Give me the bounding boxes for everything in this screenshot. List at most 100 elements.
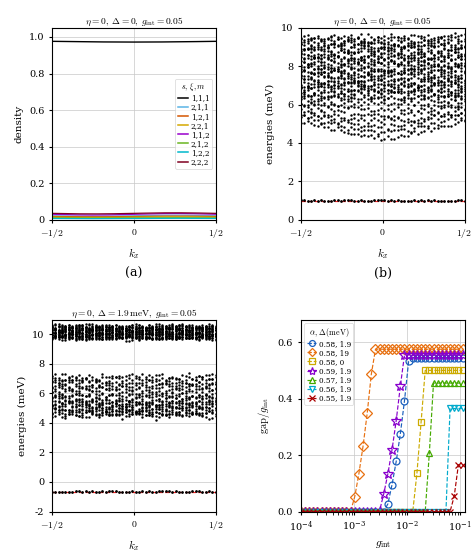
0.59, 1.9	[319, 508, 324, 515]
0.57, 1.9	[315, 508, 320, 515]
0.56, 1.9	[460, 405, 465, 412]
0.58, 0	[410, 508, 416, 515]
0.55, 1.9	[451, 493, 457, 499]
0.59, 1.9	[331, 508, 337, 515]
0.58, 0	[335, 508, 341, 515]
0.58, 1.9	[319, 508, 324, 515]
0.58, 1.9	[327, 508, 333, 515]
X-axis label: $k_x$: $k_x$	[128, 538, 140, 553]
0.59, 1.9	[393, 418, 399, 424]
0.56, 1.9	[368, 508, 374, 515]
X-axis label: $k_x$: $k_x$	[377, 246, 389, 261]
X-axis label: $k_x$: $k_x$	[128, 246, 140, 261]
0.55, 1.9	[418, 508, 424, 515]
0.59, 1.9	[306, 508, 312, 515]
0.55, 1.9	[414, 508, 420, 515]
0.55, 1.9	[422, 508, 428, 515]
0.57, 1.9	[306, 508, 312, 515]
0.57, 1.9	[456, 380, 461, 386]
0.58, 1.9	[414, 354, 420, 361]
Line: 0.59, 1.9: 0.59, 1.9	[296, 350, 467, 517]
0.58, 1.9	[443, 354, 449, 361]
0.58, 19	[435, 346, 440, 353]
0.57, 1.9	[393, 508, 399, 515]
0.58, 19	[418, 346, 424, 353]
0.58, 19	[344, 508, 349, 515]
0.56, 1.9	[298, 508, 304, 515]
0.55, 1.9	[427, 508, 432, 515]
0.59, 1.9	[315, 508, 320, 515]
Line: 0.58, 0: 0.58, 0	[297, 367, 466, 515]
0.56, 1.9	[439, 508, 445, 515]
0.58, 1.9	[339, 508, 345, 515]
0.56, 1.9	[389, 508, 395, 515]
0.58, 1.9	[381, 508, 387, 515]
0.58, 0	[356, 508, 362, 515]
Title: $\eta=0,\;\Delta=0,\;g_{\mathrm{int}}=0.05$: $\eta=0,\;\Delta=0,\;g_{\mathrm{int}}=0.…	[85, 16, 183, 28]
0.57, 1.9	[427, 450, 432, 456]
0.58, 1.9	[377, 508, 383, 515]
0.59, 1.9	[327, 508, 333, 515]
0.58, 0	[306, 508, 312, 515]
0.57, 1.9	[401, 508, 407, 515]
0.58, 19	[460, 346, 465, 353]
0.55, 1.9	[385, 508, 391, 515]
0.58, 0	[393, 508, 399, 515]
0.55, 1.9	[352, 508, 357, 515]
0.58, 0	[331, 508, 337, 515]
0.58, 19	[422, 346, 428, 353]
0.58, 19	[365, 410, 370, 417]
0.56, 1.9	[401, 508, 407, 515]
0.58, 1.9	[418, 354, 424, 361]
0.58, 19	[331, 508, 337, 515]
0.57, 1.9	[435, 380, 440, 386]
0.57, 1.9	[406, 508, 411, 515]
0.58, 0	[377, 508, 383, 515]
0.57, 1.9	[298, 508, 304, 515]
0.58, 1.9	[447, 354, 453, 361]
Legend: 0.58, 1.9, 0.58, 19, 0.58, 0, 0.59, 1.9, 0.57, 1.9, 0.56, 1.9, 0.55, 1.9: 0.58, 1.9, 0.58, 19, 0.58, 0, 0.59, 1.9,…	[304, 323, 353, 405]
0.55, 1.9	[435, 508, 440, 515]
0.58, 1.9	[422, 354, 428, 361]
0.56, 1.9	[306, 508, 312, 515]
0.58, 0	[310, 508, 316, 515]
0.56, 1.9	[422, 508, 428, 515]
0.58, 1.9	[306, 508, 312, 515]
0.56, 1.9	[435, 508, 440, 515]
0.58, 0	[431, 367, 437, 374]
0.59, 1.9	[398, 383, 403, 390]
0.59, 1.9	[406, 351, 411, 358]
0.57, 1.9	[439, 380, 445, 386]
0.58, 0	[302, 508, 308, 515]
0.58, 19	[401, 346, 407, 353]
0.57, 1.9	[447, 380, 453, 386]
Line: 0.58, 1.9: 0.58, 1.9	[297, 354, 466, 515]
0.58, 1.9	[348, 508, 354, 515]
0.55, 1.9	[410, 508, 416, 515]
0.59, 1.9	[460, 351, 465, 358]
0.58, 19	[348, 508, 354, 515]
0.58, 19	[335, 508, 341, 515]
0.56, 1.9	[352, 508, 357, 515]
0.58, 1.9	[298, 508, 304, 515]
0.55, 1.9	[348, 508, 354, 515]
Text: (b): (b)	[374, 267, 392, 280]
0.59, 1.9	[410, 351, 416, 358]
0.58, 1.9	[439, 354, 445, 361]
0.57, 1.9	[422, 508, 428, 515]
Y-axis label: energies (meV): energies (meV)	[266, 83, 275, 164]
0.58, 1.9	[323, 508, 328, 515]
0.56, 1.9	[310, 508, 316, 515]
0.56, 1.9	[381, 508, 387, 515]
0.58, 19	[414, 346, 420, 353]
0.59, 1.9	[365, 508, 370, 515]
0.55, 1.9	[339, 508, 345, 515]
0.56, 1.9	[410, 508, 416, 515]
0.59, 1.9	[427, 351, 432, 358]
0.56, 1.9	[398, 508, 403, 515]
0.58, 19	[360, 443, 366, 450]
0.58, 0	[381, 508, 387, 515]
0.57, 1.9	[398, 508, 403, 515]
Line: 0.57, 1.9: 0.57, 1.9	[297, 380, 466, 515]
0.57, 1.9	[377, 508, 383, 515]
